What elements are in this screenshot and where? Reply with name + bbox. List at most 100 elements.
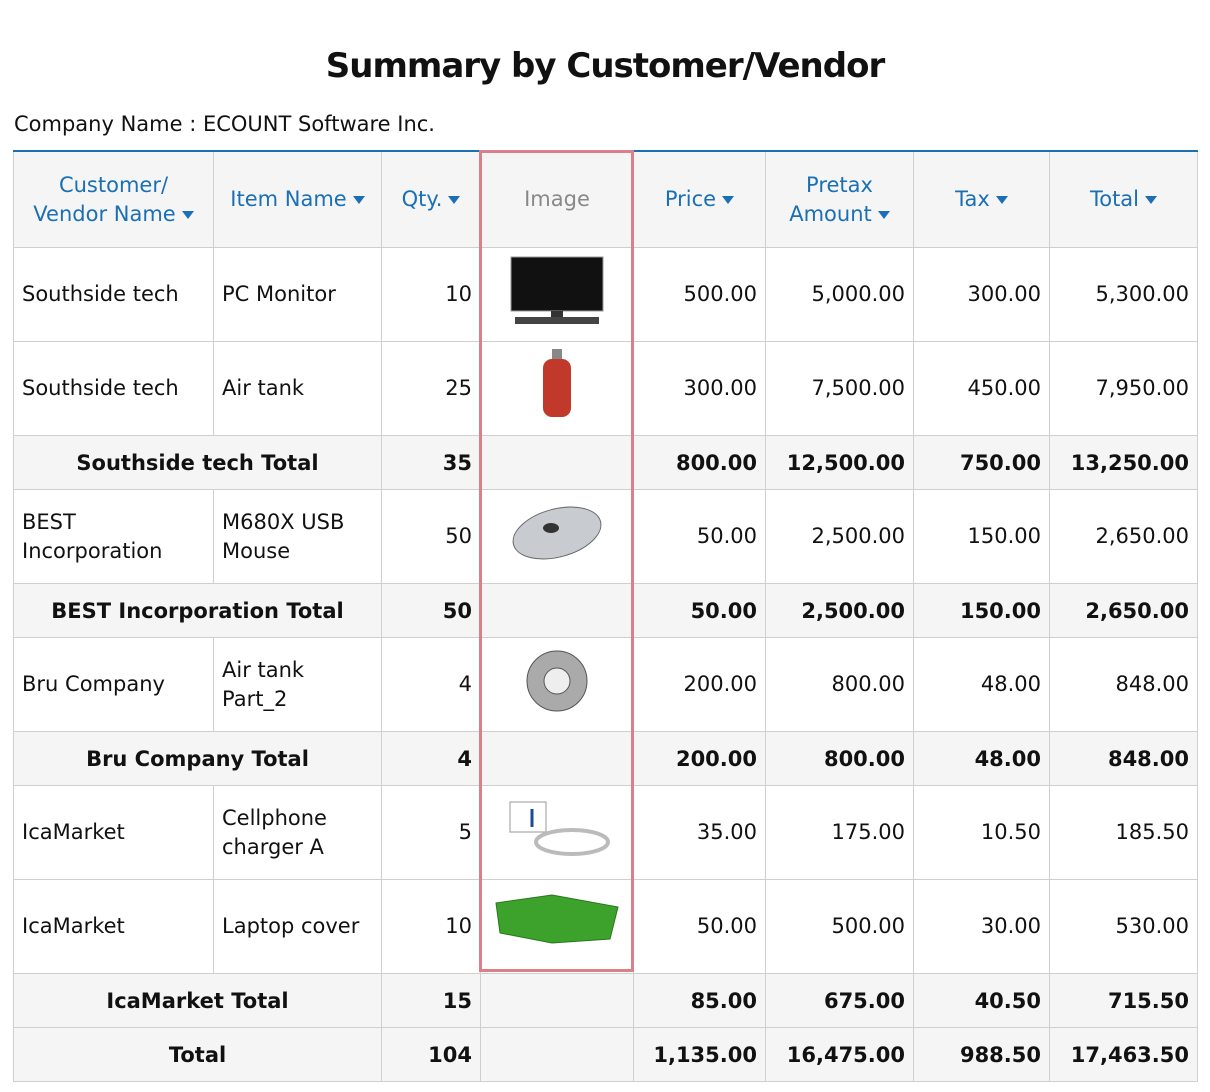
item-row: Southside tech Air tank 25 300.00 7,500.00 45… [13,341,1198,436]
pretax-amount: 800.00 [765,637,914,732]
subtotal-value: 800.00 [765,731,914,786]
image-cell [480,973,634,1028]
subtotal-value: 150.00 [913,583,1050,638]
subtotal-label: IcaMarket Total [13,973,382,1028]
tax: 450.00 [913,341,1050,436]
total: 7,950.00 [1049,341,1198,436]
sort-arrow[interactable] [352,196,365,204]
sort-arrow[interactable] [1145,196,1158,204]
subtotal-label: Bru Company Total [13,731,382,786]
subtotal-row: Bru Company Total 4 200.00 800.00 48.00 848.0… [13,731,1198,786]
column-header: Price [633,150,766,248]
column-header: Qty. [381,150,481,248]
subtotal-value: 12,500.00 [765,435,914,490]
customer: IcaMarket [13,785,214,880]
sort-arrow[interactable] [448,196,461,204]
price: 200.00 [633,637,766,732]
customer: Southside tech [13,341,214,436]
item-row: Southside tech PC Monitor 10 500.00 5,000.00… [13,247,1198,342]
column-header: Tax [913,150,1050,248]
subtotal-label: BEST Incorporation Total [13,583,382,638]
subtotal-row: Southside tech Total 35 800.00 12,500.00 750… [13,435,1198,490]
price: 35.00 [633,785,766,880]
subtotal-value: 40.50 [913,973,1050,1028]
item-name: Air tank Part_2 [213,637,382,732]
subtotal-label: Southside tech Total [13,435,382,490]
image-cell [480,489,634,584]
customer: IcaMarket [13,879,214,974]
subtotal-row: Total 104 1,135.00 16,475.00 988.50 17,463.50 [13,1027,1198,1082]
sort-arrow[interactable] [877,210,890,219]
column-header-text: Image [524,187,590,211]
image-cell [480,247,634,342]
sort-arrow[interactable] [181,210,194,219]
qty: 5 [381,785,481,880]
pretax-amount: 5,000.00 [765,247,914,342]
subtotal-value: 1,135.00 [633,1027,766,1082]
subtotal-row: IcaMarket Total 15 85.00 675.00 40.50 715.50 [13,973,1198,1028]
item-name: M680X USB Mouse [213,489,382,584]
subtotal-value: 16,475.00 [765,1027,914,1082]
summary-table: Customer/ Vendor Name Item Name Qty. Image P… [13,150,1198,1082]
subtotal-value: 2,500.00 [765,583,914,638]
column-header: Total [1049,150,1198,248]
subtotal-value: 48.00 [913,731,1050,786]
tax: 10.50 [913,785,1050,880]
subtotal-value: 200.00 [633,731,766,786]
pretax-amount: 500.00 [765,879,914,974]
subtotal-value: 800.00 [633,435,766,490]
tax: 48.00 [913,637,1050,732]
subtotal-value: 85.00 [633,973,766,1028]
subtotal-value: 4 [381,731,481,786]
image-cell [480,341,634,436]
column-header-text: Item Name [230,187,347,211]
price: 50.00 [633,489,766,584]
subtotal-label: Total [13,1027,382,1082]
customer: BEST Incorporation [13,489,214,584]
sort-arrow[interactable] [722,196,735,204]
company-name: Company Name : ECOUNT Software Inc. [14,112,435,136]
item-row: IcaMarket Cellphone charger A 5 35.00 175.00… [13,785,1198,880]
image-cell [480,1027,634,1082]
column-header-text: Customer/ Vendor Name [33,172,176,226]
total: 530.00 [1049,879,1198,974]
price: 500.00 [633,247,766,342]
pretax-amount: 175.00 [765,785,914,880]
tax: 300.00 [913,247,1050,342]
customer: Southside tech [13,247,214,342]
subtotal-row: BEST Incorporation Total 50 50.00 2,500.00 1… [13,583,1198,638]
image-column-highlight [479,150,634,972]
subtotal-value: 13,250.00 [1049,435,1198,490]
pretax-amount: 7,500.00 [765,341,914,436]
report-title: Summary by Customer/Vendor [325,46,885,86]
customer: Bru Company [13,637,214,732]
subtotal-value: 848.00 [1049,731,1198,786]
column-header-text: Qty. [401,187,443,211]
subtotal-value: 675.00 [765,973,914,1028]
item-name: Cellphone charger A [213,785,382,880]
column-header-text: Price [664,187,717,211]
item-name: Air tank [213,341,382,436]
total: 2,650.00 [1049,489,1198,584]
subtotal-value: 35 [381,435,481,490]
item-name: Laptop cover [213,879,382,974]
item-row: Bru Company Air tank Part_2 4 200.00 800.00 4… [13,637,1198,732]
column-header-text: Pretax Amount [789,172,873,226]
image-cell [480,879,634,974]
column-header-text: Tax [955,187,990,211]
column-header: Item Name [213,150,382,248]
subtotal-value: 2,650.00 [1049,583,1198,638]
qty: 10 [381,879,481,974]
pretax-amount: 2,500.00 [765,489,914,584]
table-body: Southside tech PC Monitor 10 500.00 5,000.00… [13,247,1198,1082]
subtotal-value: 750.00 [913,435,1050,490]
column-header: Customer/ Vendor Name [13,150,214,248]
column-header-text: Total [1089,187,1140,211]
total: 848.00 [1049,637,1198,732]
subtotal-value: 50 [381,583,481,638]
sort-arrow[interactable] [995,196,1008,204]
total: 5,300.00 [1049,247,1198,342]
image-cell [480,785,634,880]
tax: 150.00 [913,489,1050,584]
